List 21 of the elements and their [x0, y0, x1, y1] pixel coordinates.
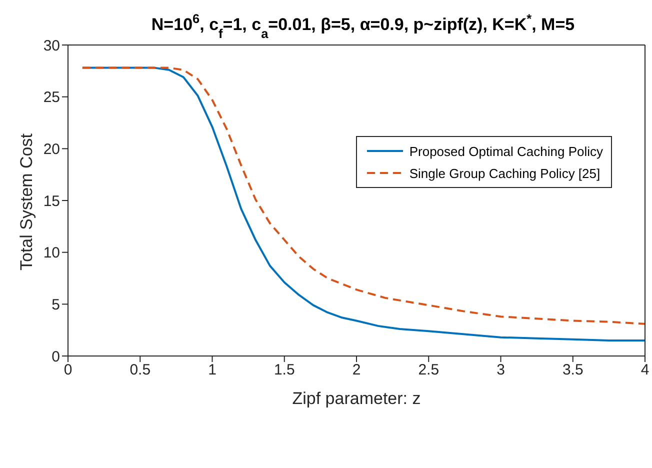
x-tick-label: 0: [64, 362, 72, 379]
x-tick-label: 3: [496, 362, 505, 379]
y-tick-label: 15: [43, 192, 60, 210]
x-axis-title: Zipf parameter: z: [292, 389, 421, 408]
y-tick-label: 10: [43, 244, 60, 262]
x-tick-label: 2: [352, 362, 361, 379]
x-tick-label: 2.5: [418, 362, 440, 379]
x-tick-label: 1.5: [274, 362, 295, 379]
chart-title: N=10$^{6}$, c$_{f}$=1, c$_{a}$=0.01, β=5, α=0.9, p~zipf(z), K=K$^{*}$, M=5: [151, 10, 575, 40]
x-tick-label: 0.5: [130, 362, 151, 379]
y-tick-label: 5: [52, 296, 60, 314]
y-tick-label: 30: [43, 37, 60, 54]
y-tick-label: 0: [52, 348, 60, 366]
x-tick-label: 4: [640, 362, 650, 379]
y-tick-label: 25: [43, 89, 60, 106]
legend-label: Proposed Optimal Caching Policy: [409, 144, 603, 158]
x-tick-label: 1: [208, 362, 216, 379]
x-tick-label: 3.5: [562, 362, 584, 379]
legend-label: Single Group Caching Policy [25]: [409, 166, 600, 180]
y-axis-title: Total System Cost: [17, 133, 36, 270]
y-tick-label: 20: [43, 140, 60, 158]
